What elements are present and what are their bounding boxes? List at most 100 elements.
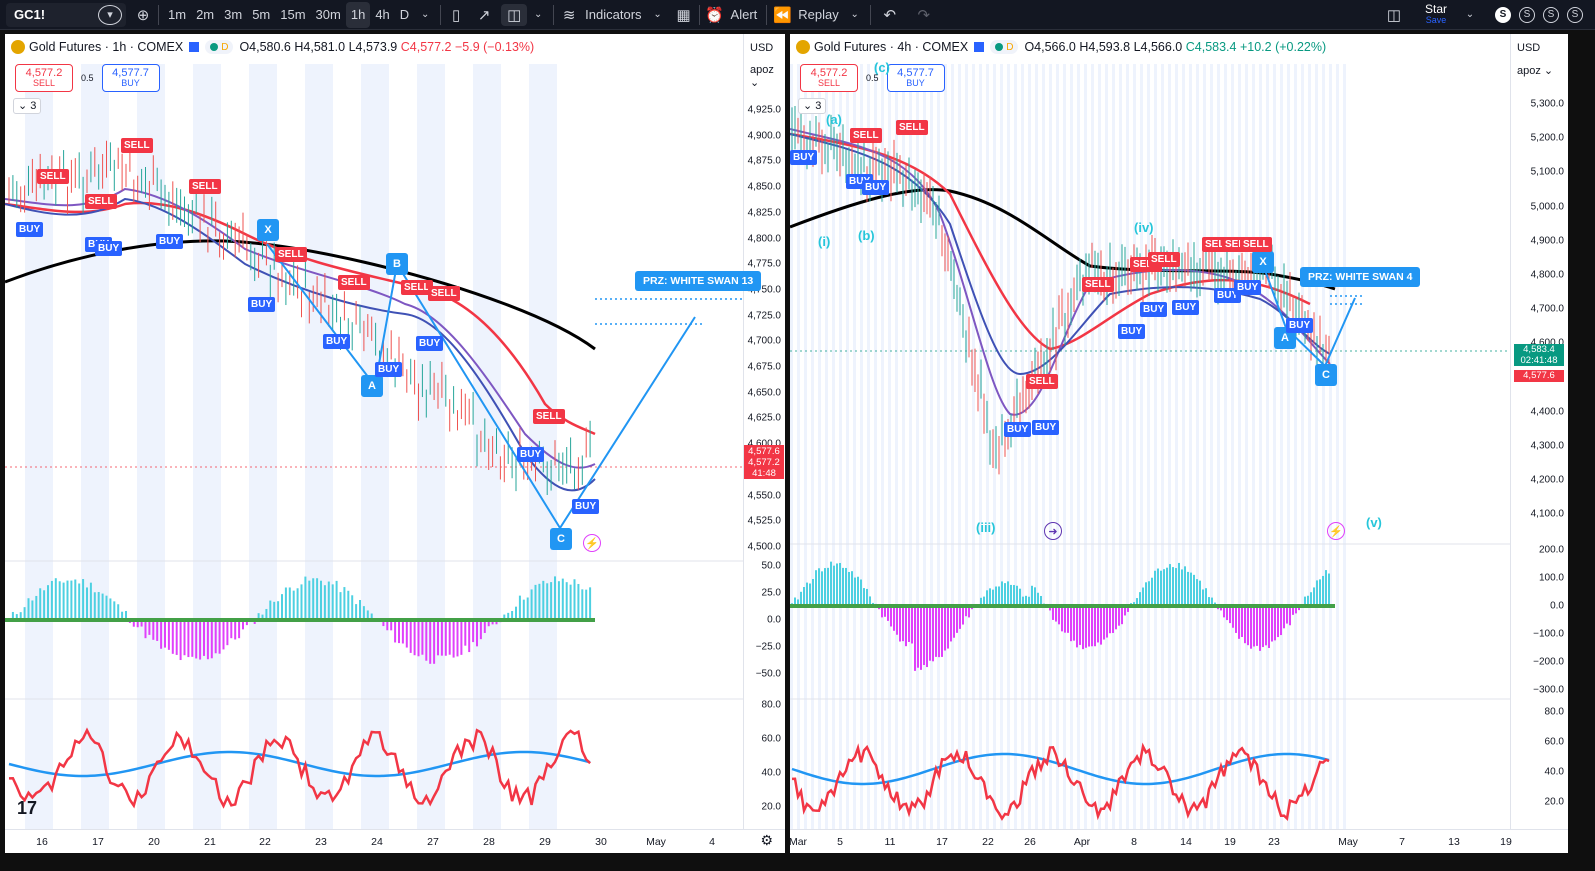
chevron-down-icon[interactable]: ⌄ [533,9,543,20]
chart-panel-1h[interactable]: Gold Futures · 1h · COMEX D O4,580.6 H4,… [5,34,785,853]
session-band [888,64,891,829]
session-band [1252,64,1255,829]
lightning-icon[interactable]: ⚡ [583,534,601,552]
replay-button[interactable]: Replay [793,2,843,28]
session-band [1098,64,1101,829]
interval-4h[interactable]: 4h [370,2,394,28]
indicators-icon[interactable]: ≋ [562,6,576,24]
line-icon[interactable]: ↗ [477,6,491,24]
forward-icon[interactable]: ➜ [1044,522,1062,540]
bars-icon[interactable]: ◫ [501,3,528,26]
time-tick: 28 [483,836,495,848]
undo-icon[interactable]: ↶ [883,6,897,24]
interval-1m[interactable]: 1m [163,2,191,28]
indicators-collapse-toggle[interactable]: ⌄ 3 [13,98,42,114]
candles-icon[interactable]: ▯ [452,6,461,24]
interval-1h[interactable]: 1h [345,1,371,28]
collapsed-count: 3 [30,100,37,112]
account-circle-button[interactable]: S [1519,6,1535,23]
chevron-down-icon[interactable]: ⌄ [653,9,662,20]
buy-button[interactable]: 4,577.7 BUY [886,64,945,92]
gold-logo-icon [11,40,25,54]
indicators-collapse-toggle[interactable]: ⌄ 3 [798,98,827,114]
indicators-button[interactable]: Indicators [580,2,646,28]
price-tick: 4,600.0 [748,439,781,450]
templates-icon[interactable]: ▦ [676,6,691,24]
interval-label: 1h [350,7,366,22]
chart-panel-4h[interactable]: Gold Futures · 4h · COMEX D O4,566.0 H4,… [790,34,1568,853]
compare-icon[interactable]: ▾ [98,4,122,25]
wave-label-v: (v) [1366,515,1382,530]
time-axis[interactable]: Mar 5 11 17 22 26 Apr 8 14 19 23 May 7 13 19 [790,829,1568,853]
account-circle-button[interactable]: S [1495,6,1511,23]
sell-button[interactable]: 4,577.2 SELL [15,64,73,92]
interval-2m[interactable]: 2m [191,2,219,28]
currency-selector[interactable]: USD [1517,42,1541,54]
price-tick: 5,000.0 [1530,201,1564,213]
session-band [1147,64,1150,829]
buy-label: BUY [121,78,140,89]
alert-button[interactable]: Alert [726,2,763,28]
flag-icon[interactable] [189,42,200,52]
ma-line-blue [790,133,1331,376]
divider [158,4,159,25]
price-tick: 4,550.0 [747,490,781,501]
tradingview-logo[interactable]: 17 [17,798,38,818]
account-menu[interactable]: Star Save [1425,3,1447,26]
price-scale[interactable]: USD apoz ⌄ 5,300.0 5,200.0 5,100.0 5,000.0 4… [1510,34,1568,853]
redo-icon[interactable]: ↷ [917,6,931,24]
price-tick: 4,850.0 [747,181,781,193]
time-tick: 16 [36,836,48,848]
sell-button[interactable]: 4,577.2 SELL [800,64,858,92]
last-price: 4,577.6 [748,446,780,457]
interval-5m[interactable]: 5m [247,2,275,28]
plus-circle-icon[interactable]: ⊕ [136,6,150,24]
session-band [1224,64,1227,829]
session-band [923,64,926,829]
session-band [1238,64,1241,829]
account-circle-button[interactable]: S [1543,6,1559,23]
buy-signal: BUY [1118,324,1146,339]
replay-icon[interactable]: ⏪ [772,6,792,24]
session-band [1168,64,1171,829]
market-status-badge[interactable]: D [990,40,1019,54]
buy-button[interactable]: 4,577.7 BUY [101,64,160,92]
scale-mode-selector[interactable]: apoz ⌄ [750,64,774,89]
chevron-down-icon[interactable]: ⌄ [850,9,859,20]
high-value: H4,581.0 [294,40,346,54]
session-band [1259,64,1262,829]
account-circle-button[interactable]: S [1567,6,1583,23]
last-price-label: 4,577.6 4,577.2 41:48 [744,445,784,479]
market-status-badge[interactable]: D [205,40,234,54]
interval-3m[interactable]: 3m [219,2,247,28]
chart-canvas[interactable] [5,34,743,829]
price-scale[interactable]: USD apoz ⌄ 4,925.0 4,900.0 4,875.0 4,850.0 4… [743,34,785,853]
wave-label-iv: (iv) [1134,220,1154,235]
session-band [979,64,982,829]
time-axis[interactable]: 16 17 20 21 22 23 24 27 28 29 30 May 4 [5,829,785,853]
price-tick: 5,300.0 [1530,98,1564,110]
layout-icon[interactable]: ◫ [1386,6,1402,24]
chart-canvas[interactable] [790,34,1510,829]
price-tick: 0.0 [767,614,781,626]
flag-icon[interactable] [974,42,985,52]
session-band [1343,64,1346,829]
rsi-line [8,727,591,809]
chevron-down-icon[interactable]: ⌄ [420,9,430,20]
buy-signal: BUY [572,499,600,514]
scale-mode-selector[interactable]: apoz ⌄ [1517,65,1554,77]
settings-gear-icon[interactable]: ⚙ [760,832,773,848]
sell-signal: SELL [401,280,433,295]
scale-mode-label: apoz [750,64,774,76]
spread-value: 0.5 [866,73,879,83]
interval-d[interactable]: D [395,2,414,28]
interval-15m[interactable]: 15m [275,2,310,28]
alert-icon[interactable]: ⏰ [705,6,724,24]
chevron-down-icon[interactable]: ⌄ [1465,9,1475,20]
buy-price: 4,577.7 [112,67,149,79]
session-band [1203,64,1206,829]
currency-selector[interactable]: USD [750,42,774,54]
buy-signal: BUY [1140,302,1168,317]
interval-30m[interactable]: 30m [311,2,346,28]
lightning-icon[interactable]: ⚡ [1327,522,1345,540]
